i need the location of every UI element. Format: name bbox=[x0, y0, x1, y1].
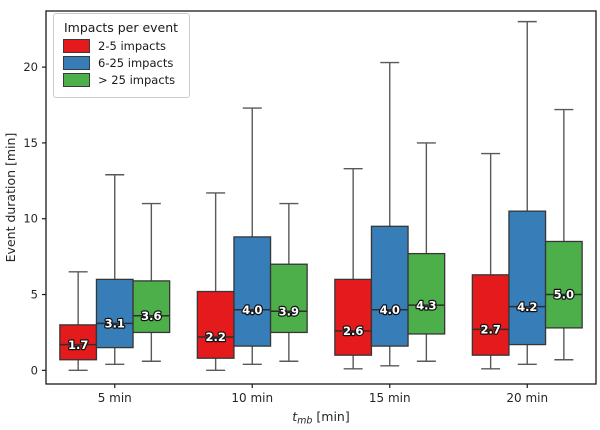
plot-border bbox=[45, 10, 597, 385]
median-label-6-25-impacts-10-min: 4.0 bbox=[242, 303, 262, 317]
x-axis-label: tmb [min] bbox=[292, 409, 350, 427]
median-label-25-impacts-5-min: 3.6 bbox=[141, 309, 161, 323]
legend-item-label: 2-5 impacts bbox=[98, 39, 167, 53]
median-label-2-5-impacts-5-min: 1.7 bbox=[68, 338, 88, 352]
legend-swatch-red bbox=[63, 39, 90, 53]
box-6-25-impacts-5-min bbox=[95, 278, 134, 349]
median-label-2-5-impacts-15-min: 2.6 bbox=[343, 324, 363, 338]
legend-swatch-green bbox=[63, 73, 90, 87]
axes-layer: 0 5 10 15 20 5 min 10 min 15 min 20 min Event dur… bbox=[3, 10, 597, 427]
median-label-25-impacts-15-min: 4.3 bbox=[416, 298, 436, 312]
y-tick-label: 20 bbox=[23, 60, 38, 74]
boxes-layer bbox=[59, 210, 583, 361]
box-25-impacts-5-min bbox=[132, 280, 171, 334]
legend-item-label: 6-25 impacts bbox=[98, 56, 174, 70]
legend-item: > 25 impacts bbox=[63, 73, 178, 87]
legend-swatch-blue bbox=[63, 56, 90, 70]
legend-item-label: > 25 impacts bbox=[98, 73, 176, 87]
x-tick-label: 10 min bbox=[231, 391, 273, 405]
legend-item: 2-5 impacts bbox=[63, 39, 178, 53]
x-tick-label: 15 min bbox=[369, 391, 411, 405]
y-tick-label: 15 bbox=[23, 136, 38, 150]
legend: Impacts per event 2-5 impacts 6-25 impac… bbox=[53, 13, 191, 98]
median-label-25-impacts-10-min: 3.9 bbox=[279, 304, 299, 318]
y-tick-label: 0 bbox=[31, 363, 38, 377]
legend-title: Impacts per event bbox=[64, 20, 179, 35]
box-2-5-impacts-20-min bbox=[471, 274, 510, 356]
median-label-6-25-impacts-5-min: 3.1 bbox=[105, 317, 125, 331]
box-2-5-impacts-10-min bbox=[196, 290, 235, 359]
box-2-5-impacts-5-min bbox=[59, 324, 98, 361]
box-6-25-impacts-10-min bbox=[233, 236, 272, 347]
box-6-25-impacts-15-min bbox=[370, 225, 409, 347]
box-25-impacts-10-min bbox=[269, 263, 308, 334]
median-label-2-5-impacts-20-min: 2.7 bbox=[480, 323, 500, 337]
box-2-5-impacts-15-min bbox=[334, 278, 373, 356]
median-label-25-impacts-20-min: 5.0 bbox=[554, 288, 574, 302]
y-axis-label: Event duration [min] bbox=[3, 133, 18, 263]
x-tick-label: 5 min bbox=[98, 391, 132, 405]
legend-item: 6-25 impacts bbox=[63, 56, 178, 70]
whiskers-layer bbox=[68, 20, 574, 372]
median-label-2-5-impacts-10-min: 2.2 bbox=[205, 330, 225, 344]
median-label-6-25-impacts-15-min: 4.0 bbox=[380, 303, 400, 317]
box-6-25-impacts-20-min bbox=[508, 210, 547, 346]
y-tick-label: 5 bbox=[31, 288, 38, 302]
median-labels-layer: 1.7 2.2 2.6 2.7 3.1 4.0 4.0 4.2 3.6 3.9 4.3 5.0 bbox=[67, 287, 575, 353]
box-25-impacts-20-min bbox=[544, 240, 583, 329]
box-25-impacts-15-min bbox=[407, 252, 446, 335]
y-tick-label: 10 bbox=[23, 212, 38, 226]
x-tick-label: 20 min bbox=[506, 391, 548, 405]
median-label-6-25-impacts-20-min: 4.2 bbox=[517, 300, 537, 314]
